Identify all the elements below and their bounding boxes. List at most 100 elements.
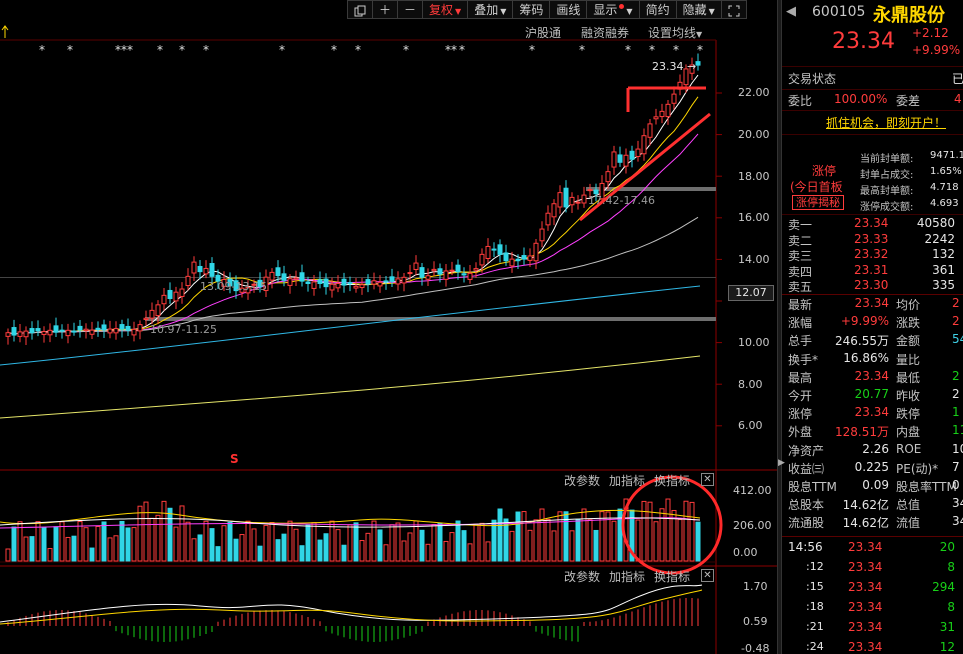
macd-dea-line — [0, 589, 703, 625]
candle — [197, 265, 203, 273]
back-arrow-icon[interactable]: ◀ — [786, 4, 796, 19]
volume-bar — [461, 530, 467, 562]
candle — [203, 267, 209, 275]
volume-bar — [239, 534, 245, 562]
volume-bar — [215, 546, 221, 562]
quote-row: 收益㈢ 0.225 PE(动)* 7 — [788, 459, 960, 476]
candle — [23, 330, 29, 338]
volume-bar — [155, 514, 161, 562]
ma-line — [7, 216, 699, 335]
vol-ma-line — [0, 517, 701, 529]
macd-edit-params[interactable]: 改参数 — [564, 570, 601, 584]
volume-bar — [515, 511, 521, 562]
limit-up-reveal-button[interactable]: 涨停揭秘 — [792, 195, 844, 210]
volume-bar — [551, 530, 557, 562]
vol-ma-line — [0, 517, 701, 528]
event-star-icon: * — [203, 43, 209, 57]
volume-bar — [569, 530, 575, 562]
volume-bar — [23, 536, 29, 562]
chips-button[interactable]: 筹码 — [513, 0, 551, 19]
candle — [365, 279, 371, 285]
zone-label-2: 10.97-11.25 — [150, 323, 217, 336]
volume-bar — [587, 519, 593, 562]
plus-icon[interactable]: ＋ — [373, 0, 399, 19]
volume-bar — [395, 522, 401, 562]
limit-info-row: 涨停成交额: 4.693 — [860, 198, 959, 213]
candle — [35, 328, 41, 332]
volume-bar — [491, 519, 497, 562]
stock-price: 23.34 — [832, 29, 895, 54]
quote-row: 涨停 23.34 跌停 1 — [788, 405, 960, 422]
draw-line-button[interactable]: 画线 — [550, 0, 588, 19]
volume-bar — [221, 525, 227, 562]
open-account-link[interactable]: 抓住机会，即刻开户！ — [826, 116, 947, 130]
candle — [611, 151, 617, 168]
vol-switch-indicator[interactable]: 换指标 — [654, 474, 691, 488]
volume-bar — [143, 501, 149, 562]
overlay-button[interactable]: 叠加 ▼ — [468, 0, 514, 19]
fullscreen-icon[interactable] — [721, 0, 747, 19]
fuquan-button[interactable]: 复权 ▼ — [423, 0, 469, 19]
limit-up-tag: 涨停 — [812, 164, 837, 178]
volume-bar — [467, 543, 473, 562]
ask-row[interactable]: 卖一 23.34 40580 — [788, 216, 955, 232]
user-trendlines[interactable] — [579, 86, 711, 222]
minus-icon[interactable]: － — [398, 0, 424, 19]
copy-icon[interactable] — [347, 0, 373, 19]
volume-bar — [65, 536, 71, 562]
candle — [59, 329, 65, 332]
candle — [353, 285, 359, 289]
volume-bar — [503, 518, 509, 562]
highlight-circle[interactable] — [621, 475, 723, 575]
vol-edit-params[interactable]: 改参数 — [564, 474, 601, 488]
volume-bar — [131, 527, 137, 562]
candle — [617, 154, 623, 163]
volume-bar — [89, 547, 95, 562]
candle — [143, 317, 149, 321]
close-icon[interactable]: ✕ — [701, 569, 714, 582]
volume-bar — [683, 500, 689, 562]
hgt-link[interactable]: 沪股通 — [525, 26, 562, 40]
candle — [563, 187, 569, 208]
candle — [455, 264, 461, 273]
candle — [485, 245, 491, 259]
candle — [671, 93, 677, 104]
candle — [383, 280, 389, 283]
volume-bar — [275, 539, 281, 562]
ask-row[interactable]: 卖三 23.32 132 — [788, 247, 955, 263]
volume-bar — [191, 538, 197, 562]
candle — [137, 324, 143, 332]
candle — [389, 276, 395, 282]
kline-chart[interactable]: * * * * * * * * * * * * * * * * * * * * * — [0, 0, 777, 654]
vol-add-indicator[interactable]: 加指标 — [609, 474, 646, 488]
ask-row[interactable]: 卖二 23.33 2242 — [788, 231, 955, 248]
close-icon[interactable]: ✕ — [701, 473, 714, 486]
hide-button[interactable]: 隐藏 ▼ — [676, 0, 722, 19]
event-star-icon: * — [331, 43, 337, 57]
rzrq-link[interactable]: 融资融券 — [581, 26, 630, 40]
ask-row[interactable]: 卖五 23.30 335 — [788, 278, 955, 294]
panel-splitter[interactable]: ▶ — [777, 0, 785, 654]
macd-add-indicator[interactable]: 加指标 — [609, 570, 646, 584]
simple-button[interactable]: 简约 — [639, 0, 677, 19]
event-star-icon: * — [121, 43, 127, 57]
candle — [647, 123, 653, 138]
event-star-icon: * — [459, 43, 465, 57]
macd-switch-indicator[interactable]: 换指标 — [654, 570, 691, 584]
volume-bar — [77, 521, 83, 562]
candle — [533, 242, 539, 262]
volume-bar — [119, 520, 125, 562]
price-axis-label: 20.00 — [738, 128, 770, 141]
volume-bar — [257, 545, 263, 562]
ask-row[interactable]: 卖四 23.31 361 — [788, 262, 955, 279]
candle — [83, 328, 89, 332]
volume-bar — [611, 520, 617, 562]
display-button[interactable]: 显示 ▼ — [587, 0, 640, 19]
volume-bar — [125, 527, 131, 562]
candle — [17, 331, 23, 337]
volume-bar — [383, 544, 389, 562]
quote-row: 涨幅 +9.99% 涨跌 2 — [788, 314, 960, 331]
set-ma-link[interactable]: 设置均线▼ — [648, 26, 703, 40]
candle — [599, 182, 605, 200]
